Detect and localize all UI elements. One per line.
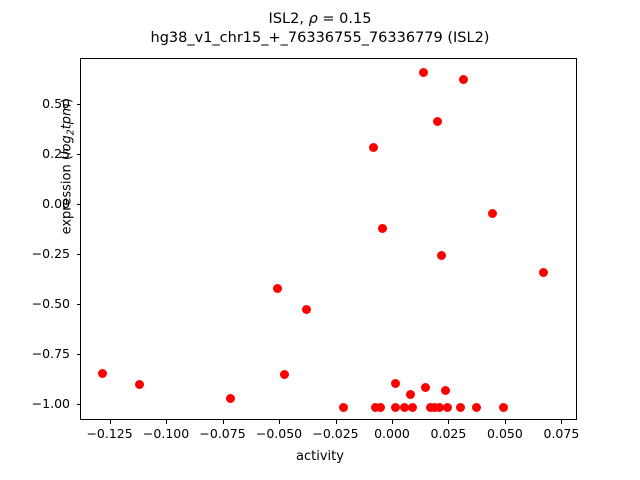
plot-axes-frame: [80, 58, 577, 420]
scatter-plot-area: [81, 59, 576, 419]
scatter-point: [371, 403, 381, 413]
x-axis-label: activity: [296, 449, 344, 464]
scatter-point: [391, 379, 401, 389]
scatter-point: [279, 370, 289, 380]
y-tick-label: −0.75: [31, 346, 70, 362]
scatter-point: [376, 403, 386, 413]
ylabel-subscript: 2: [65, 129, 77, 136]
title-line-1: ISL2, ρ = 0.15: [0, 10, 640, 29]
y-tick-label: 0.25: [42, 145, 70, 161]
x-tick-mark: [166, 420, 168, 424]
x-tick-mark: [109, 420, 111, 424]
x-tick-label: 0.025: [430, 426, 467, 441]
x-tick-label: 0.050: [487, 426, 523, 441]
scatter-point: [440, 386, 450, 396]
x-tick-label: 0.000: [374, 426, 410, 441]
x-tick-mark: [391, 420, 393, 424]
scatter-point: [390, 403, 400, 413]
scatter-point: [339, 403, 348, 413]
x-tick-mark: [448, 420, 450, 424]
scatter-point: [429, 403, 439, 413]
scatter-point: [97, 369, 107, 379]
scatter-point: [273, 284, 283, 294]
y-tick-label: −1.00: [31, 396, 70, 412]
y-tick-label: −0.25: [31, 245, 70, 261]
scatter-point: [442, 403, 452, 413]
x-tick-label: −0.075: [199, 426, 246, 441]
y-tick-label: 0.00: [42, 195, 70, 211]
ylabel-prefix: expression (: [59, 155, 75, 235]
x-tick-label: −0.125: [86, 426, 133, 441]
y-tick-mark: [76, 354, 80, 356]
scatter-point: [369, 142, 379, 152]
x-tick-mark: [335, 420, 337, 424]
scatter-point: [407, 403, 417, 413]
scatter-point: [498, 403, 508, 413]
x-tick-label: −0.050: [255, 426, 303, 441]
scatter-point: [399, 403, 409, 413]
x-tick-mark: [504, 420, 506, 424]
y-axis-label: expression (log2tpm): [60, 16, 77, 316]
figure-title: ISL2, ρ = 0.15 hg38_v1_chr15_+_76336755_…: [0, 10, 640, 48]
scatter-point: [538, 268, 548, 278]
title-line-2: hg38_v1_chr15_+_76336755_76336779 (ISL2): [150, 30, 490, 46]
y-tick-mark: [76, 203, 80, 205]
scatter-point: [436, 250, 446, 260]
y-tick-mark: [76, 404, 80, 406]
title-gene-rho: ISL2,: [268, 11, 309, 27]
x-tick-mark: [279, 420, 281, 424]
x-tick-label: 0.075: [543, 426, 580, 441]
x-tick-label: −0.100: [142, 426, 190, 441]
scatter-point: [226, 394, 236, 404]
x-tick-mark: [561, 420, 563, 424]
scatter-point: [472, 403, 482, 413]
scatter-point: [135, 380, 145, 390]
rho-symbol: ρ: [308, 11, 318, 27]
y-tick-label: −0.50: [31, 296, 70, 312]
y-tick-label: 0.50: [42, 95, 70, 111]
y-tick-mark: [76, 304, 80, 306]
scatter-point: [432, 117, 442, 127]
rho-value: = 0.15: [317, 11, 372, 27]
x-tick-label: −0.025: [312, 426, 359, 441]
ylabel-suffix: ): [59, 98, 75, 104]
scatter-point: [456, 403, 466, 413]
scatter-point: [434, 403, 444, 413]
scatter-point: [418, 68, 428, 78]
y-tick-mark: [76, 153, 80, 155]
y-tick-mark: [76, 253, 80, 255]
ylabel-tpm: tpm: [59, 103, 75, 130]
scatter-point: [405, 389, 415, 399]
scatter-point: [378, 223, 388, 233]
y-tick-mark: [76, 103, 80, 105]
scatter-point: [420, 383, 430, 393]
x-tick-mark: [222, 420, 224, 424]
scatter-point: [458, 75, 468, 85]
scatter-point: [301, 305, 311, 315]
ylabel-log: log: [59, 135, 75, 156]
scatter-point: [488, 208, 498, 218]
